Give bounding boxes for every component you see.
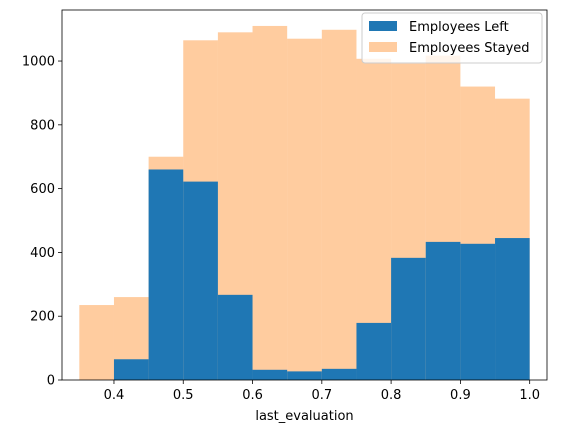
y-tick-label: 1000 — [22, 55, 55, 70]
bar-employees-stayed-7 — [321, 29, 357, 381]
y-tick-label: 800 — [30, 118, 55, 133]
bar-employees-stayed-6 — [287, 38, 322, 380]
legend-swatch-employees-left — [369, 21, 397, 31]
x-tick-label: 0.7 — [311, 388, 332, 403]
x-axis-label: last_evaluation — [255, 409, 353, 424]
legend: Employees Left Employees Stayed — [361, 12, 543, 64]
plot-area — [62, 10, 547, 381]
x-axis-ticks: 0.4 0.5 0.6 0.7 0.8 0.9 1.0 — [104, 380, 540, 403]
bar-employees-left-6 — [321, 368, 357, 380]
x-tick-label: 0.8 — [381, 388, 402, 403]
bar-employees-stayed-5 — [252, 25, 288, 381]
x-tick-label: 0.9 — [450, 388, 471, 403]
bar-employees-left-2 — [183, 181, 218, 380]
y-tick-label: 200 — [30, 310, 55, 325]
bar-employees-left-11 — [495, 238, 530, 380]
y-tick-label: 600 — [30, 182, 55, 197]
y-axis-ticks: 0 200 400 600 800 1000 — [22, 55, 62, 389]
axes: 0.4 0.5 0.6 0.7 0.8 0.9 1.0 02004006008001000 … — [22, 9, 548, 424]
bar-employees-left-5 — [287, 371, 322, 380]
y-tick-label: 0 — [47, 374, 55, 389]
legend-label-employees-stayed: Employees Stayed — [409, 41, 530, 56]
y-tick-label: 400 — [30, 246, 55, 261]
x-tick-label: 0.5 — [173, 388, 194, 403]
x-tick-label: 0.6 — [242, 388, 263, 403]
legend-swatch-employees-stayed — [369, 42, 397, 52]
series-employees-left — [113, 169, 530, 380]
legend-frame — [361, 12, 543, 64]
x-tick-label: 1.0 — [519, 388, 540, 403]
bar-employees-left-3 — [217, 294, 253, 380]
bar-employees-left-9 — [425, 241, 461, 380]
x-tick-label: 0.4 — [104, 388, 125, 403]
bar-employees-left-10 — [460, 243, 496, 380]
bar-employees-stayed-0 — [79, 305, 114, 380]
bar-employees-left-1 — [148, 169, 184, 380]
bar-employees-left-7 — [356, 322, 392, 380]
bar-employees-left-4 — [252, 369, 288, 380]
bar-employees-left-8 — [391, 257, 426, 380]
bar-employees-left-0 — [113, 359, 149, 380]
legend-label-employees-left: Employees Left — [409, 20, 509, 35]
axes-frame — [61, 9, 548, 381]
